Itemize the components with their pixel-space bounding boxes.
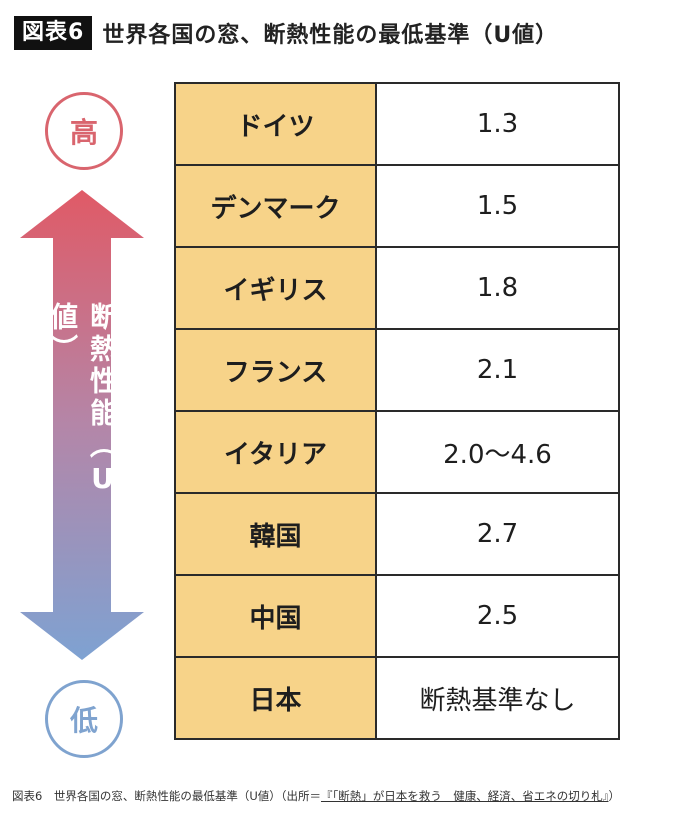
- u-value-cell: 1.3: [375, 82, 620, 166]
- figure-header: 図表6 世界各国の窓、断熱性能の最低基準（U値）: [14, 16, 558, 50]
- low-indicator: 低: [45, 680, 123, 758]
- figure-label: 図表6: [14, 16, 93, 50]
- country-cell: フランス: [174, 328, 377, 412]
- table-row: フランス 2.1: [174, 328, 620, 412]
- u-value-cell: 2.1: [375, 328, 620, 412]
- figure-title: 世界各国の窓、断熱性能の最低基準（U値）: [102, 23, 559, 48]
- figure-caption: 図表6 世界各国の窓、断熱性能の最低基準（U値）（出所＝『「断熱」が日本を救う …: [12, 789, 664, 804]
- u-value-cell: 2.7: [375, 492, 620, 576]
- u-value-cell: 2.0〜4.6: [375, 410, 620, 494]
- high-indicator: 高: [45, 92, 123, 170]
- country-cell: 韓国: [174, 492, 377, 576]
- scale-axis-label: 断熱性能（U値）: [46, 302, 119, 499]
- table-row: イギリス 1.8: [174, 246, 620, 330]
- caption-source-link[interactable]: 『「断熱」が日本を救う 健康、経済、省エネの切り札』: [320, 789, 609, 803]
- table-row: 日本 断熱基準なし: [174, 656, 620, 740]
- table-row: 韓国 2.7: [174, 492, 620, 576]
- country-cell: 中国: [174, 574, 377, 658]
- u-value-cell: 1.8: [375, 246, 620, 330]
- country-cell: イギリス: [174, 246, 377, 330]
- caption-prefix: 図表6 世界各国の窓、断熱性能の最低基準（U値）（出所＝: [12, 789, 321, 803]
- country-cell: ドイツ: [174, 82, 377, 166]
- table-row: イタリア 2.0〜4.6: [174, 410, 620, 494]
- country-cell: イタリア: [174, 410, 377, 494]
- country-cell: 日本: [174, 656, 377, 740]
- u-value-table: ドイツ 1.3 デンマーク 1.5 イギリス 1.8 フランス 2.1 イタリア…: [174, 82, 620, 740]
- caption-suffix: ）: [608, 789, 620, 803]
- country-cell: デンマーク: [174, 164, 377, 248]
- table-row: ドイツ 1.3: [174, 82, 620, 166]
- u-value-cell: 断熱基準なし: [375, 656, 620, 740]
- scale-arrow: 断熱性能（U値）: [20, 190, 144, 660]
- table-row: デンマーク 1.5: [174, 164, 620, 248]
- u-value-cell: 1.5: [375, 164, 620, 248]
- u-value-cell: 2.5: [375, 574, 620, 658]
- table-row: 中国 2.5: [174, 574, 620, 658]
- double-arrow-icon: [20, 190, 144, 660]
